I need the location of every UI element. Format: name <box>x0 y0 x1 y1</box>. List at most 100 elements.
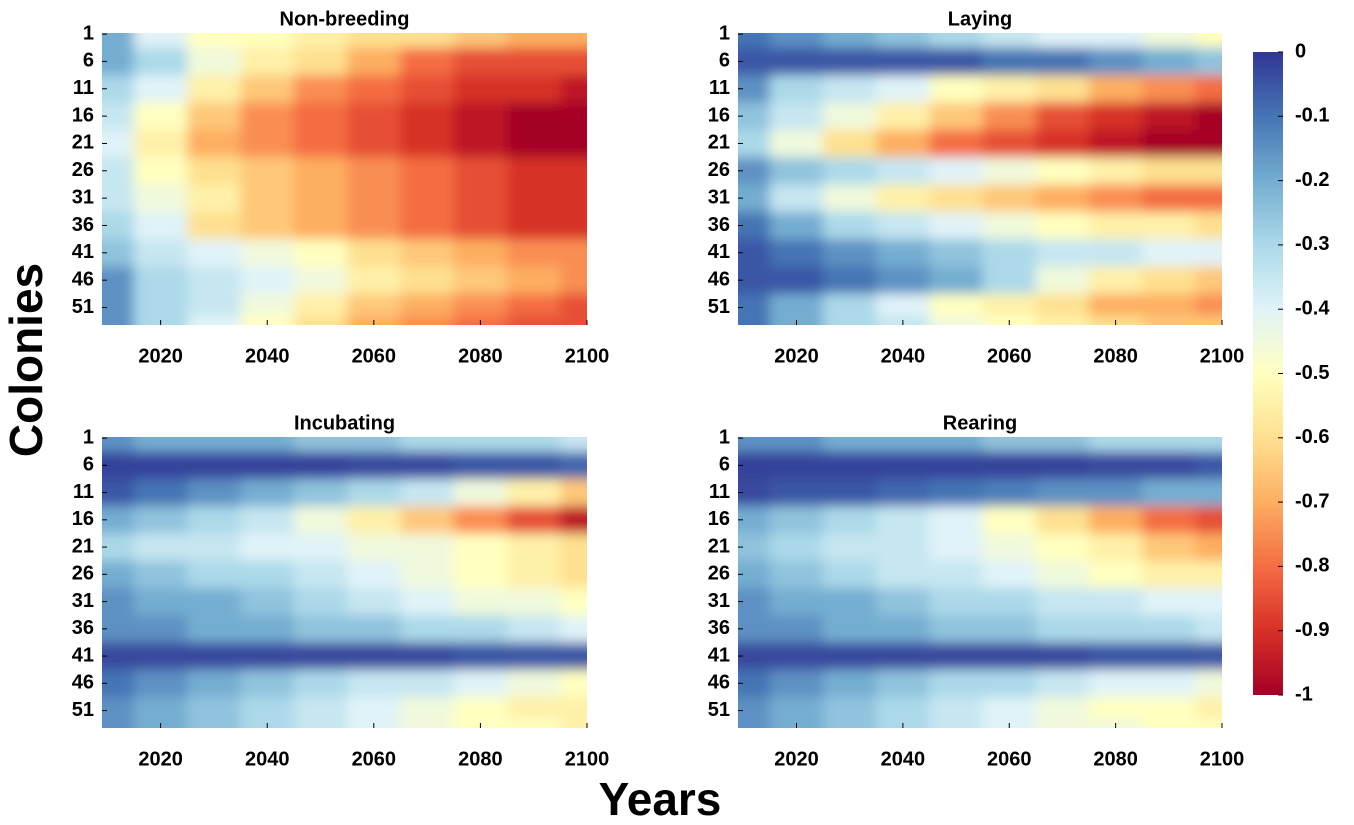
heatmap-cell <box>1089 157 1143 185</box>
x-tick-label: 2100 <box>565 748 610 770</box>
heatmap-cell <box>560 184 587 213</box>
heatmap-cell <box>400 33 455 49</box>
heatmap-cell <box>1142 478 1196 507</box>
heatmap-cell <box>1195 75 1222 103</box>
heatmap-cell <box>1089 642 1143 671</box>
heatmap-cell <box>133 615 188 643</box>
heatmap-cell <box>823 506 877 534</box>
heatmap-cell <box>187 587 242 616</box>
heatmap-cell <box>823 239 877 267</box>
heatmap-cell <box>453 437 508 453</box>
heatmap-cell <box>400 696 455 720</box>
heatmap-cell <box>1142 239 1196 267</box>
heatmap-cell <box>823 696 877 720</box>
heatmap-cell <box>1142 184 1196 213</box>
heatmap-cell <box>738 239 771 267</box>
heatmap-cell <box>347 451 401 480</box>
heatmap-cell <box>187 184 242 213</box>
heatmap-cell <box>102 506 135 534</box>
heatmap-cell <box>187 239 242 267</box>
heatmap-cell <box>453 642 508 671</box>
heatmap-cell <box>769 669 824 698</box>
heatmap <box>102 437 587 728</box>
heatmap-cell <box>240 102 295 131</box>
heatmap-cell <box>293 669 348 698</box>
heatmap-cell <box>560 451 587 480</box>
y-tick-label: 31 <box>708 186 730 208</box>
heatmap-cell <box>876 293 930 317</box>
heatmap-cell <box>507 239 561 267</box>
heatmap-cell <box>823 211 877 240</box>
heatmap-cell <box>929 129 984 158</box>
heatmap-cell <box>823 102 877 131</box>
y-tick-label: 36 <box>72 214 94 236</box>
heatmap-cell <box>738 615 771 643</box>
heatmap-cell <box>738 669 771 698</box>
heatmap-cell <box>929 211 984 240</box>
heatmap-cell <box>187 533 242 562</box>
heatmap-cell <box>240 642 295 671</box>
heatmap-cell <box>507 293 561 317</box>
heatmap-cell <box>1089 184 1143 213</box>
heatmap-cell <box>1195 266 1222 295</box>
heatmap-cell <box>929 506 984 534</box>
heatmap-cell <box>240 75 295 103</box>
heatmap-cell <box>1195 696 1222 720</box>
x-tick-label: 2020 <box>138 748 183 770</box>
heatmap-cell <box>982 506 1037 534</box>
heatmap-cell <box>560 533 587 562</box>
heatmap-cell <box>133 437 188 453</box>
heatmap-cell <box>240 696 295 720</box>
heatmap-cell <box>293 315 348 325</box>
heatmap-cell <box>876 615 930 643</box>
heatmap-cell <box>102 437 135 453</box>
heatmap-cell <box>1089 451 1143 480</box>
heatmap-cell <box>1142 533 1196 562</box>
heatmap-cell <box>293 266 348 295</box>
heatmap-cell <box>1142 669 1196 698</box>
heatmap-cell <box>507 33 561 49</box>
heatmap-cell <box>1195 129 1222 158</box>
heatmap-cell <box>347 696 401 720</box>
heatmap-cell <box>1089 239 1143 267</box>
heatmap-cell <box>769 239 824 267</box>
heatmap-cell <box>1142 718 1196 728</box>
heatmap-cell <box>1142 266 1196 295</box>
heatmap-cell <box>876 560 930 589</box>
heatmap-cell <box>823 642 877 671</box>
heatmap-cell <box>823 293 877 317</box>
heatmap-cell <box>347 506 401 534</box>
heatmap-cell <box>347 615 401 643</box>
heatmap <box>738 33 1222 325</box>
heatmap-cell <box>187 560 242 589</box>
heatmap-cell <box>293 47 348 76</box>
heatmap-cell <box>769 33 824 49</box>
heatmap-cell <box>400 184 455 213</box>
heatmap-cell <box>876 157 930 185</box>
heatmap-cell <box>240 615 295 643</box>
heatmap-cell <box>102 642 135 671</box>
heatmap-cell <box>240 266 295 295</box>
heatmap-cell <box>1035 293 1090 317</box>
x-tick-label: 2060 <box>987 748 1032 770</box>
heatmap-cell <box>1195 615 1222 643</box>
colorbar-tick-label: -1 <box>1295 683 1313 705</box>
heatmap-cell <box>560 587 587 616</box>
heatmap-cell <box>1142 211 1196 240</box>
heatmap-cell <box>929 184 984 213</box>
heatmap-cell <box>1142 696 1196 720</box>
y-tick-label: 36 <box>708 617 730 639</box>
y-tick-label: 41 <box>708 644 730 666</box>
heatmap-cell <box>507 451 561 480</box>
heatmap-cell <box>1035 451 1090 480</box>
y-tick-label: 46 <box>72 268 94 290</box>
heatmap-cell <box>929 75 984 103</box>
heatmap-cell <box>240 478 295 507</box>
y-axis-label: Colonies <box>0 263 52 457</box>
heatmap-cell <box>1035 184 1090 213</box>
heatmap-cell <box>929 718 984 728</box>
heatmap-cell <box>738 506 771 534</box>
heatmap-cell <box>982 478 1037 507</box>
heatmap-cell <box>187 293 242 317</box>
heatmap-cell <box>876 642 930 671</box>
